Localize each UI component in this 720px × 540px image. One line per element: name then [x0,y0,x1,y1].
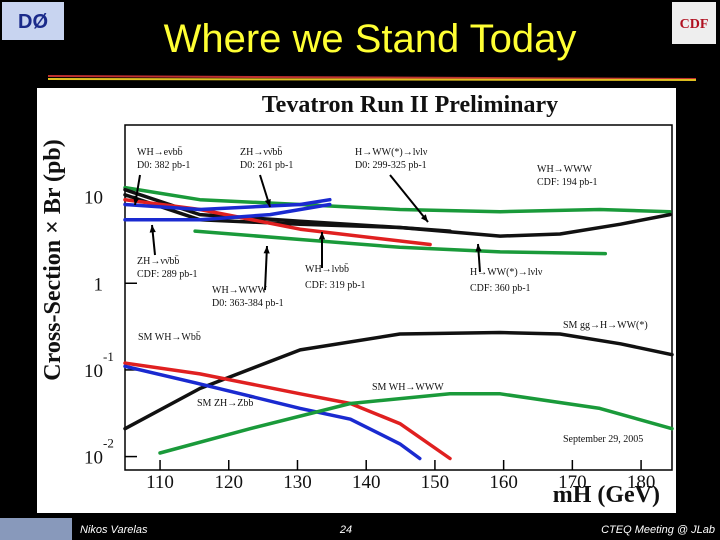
annotation: CDF: 360 pb-1 [470,283,531,294]
logo-left-box [2,2,64,40]
annotation: September 29, 2005 [563,434,643,445]
plot-image [37,88,676,513]
title-rule [47,75,697,80]
annotation: D0: 299-325 pb-1 [355,160,427,171]
annotation: D0: 363-384 pb-1 [212,298,284,309]
series-line [123,197,432,247]
logo-right: CDF [680,17,709,32]
annotation: ZH→νν̄bb̄ [137,255,179,267]
annotation: H→WW(*)→lνlν [355,147,428,158]
annotation: CDF: 319 pb-1 [305,280,366,291]
series-line [123,361,452,461]
series-line [123,193,452,233]
slide-title: Where we Stand Today [164,17,577,61]
series-line [123,330,674,431]
annotation: CDF: 194 pb-1 [537,177,598,188]
x-tick-label: 130 [283,472,312,493]
x-tick-label: 110 [146,472,174,493]
annotation: CDF: 289 pb-1 [137,269,198,280]
x-tick-label: 140 [352,472,381,493]
annotation: D0: 382 pb-1 [137,160,190,171]
x-axis-label: mH (GeV) [553,482,660,508]
x-tick-label: 120 [215,472,244,493]
y-tick-exponent: -2 [103,436,114,451]
annotation: D0: 261 pb-1 [240,160,293,171]
annotation: SM WH→WWW [372,382,444,393]
title-rule [47,78,697,81]
y-axis-label: Cross-Section × Br (pb) [40,139,66,380]
y-tick-label: 10 [84,361,103,382]
y-tick-label: 10 [84,188,103,209]
annotation: SM ZH→Zbb̄ [197,397,253,409]
annotation: SM WH→Wbb̄ [138,331,201,343]
footer-left: Nikos Varelas [80,524,148,536]
annotation: WH→WWW [212,285,268,296]
footer-center: 24 [339,524,352,536]
annotation: ZH→νν̄bb̄ [240,146,282,158]
logo-left: DØ [18,11,48,33]
arrow-head [475,244,482,252]
series-line [123,202,332,222]
x-tick-label: 180 [627,472,656,493]
x-tick-label: 160 [489,472,518,493]
series-line [123,364,422,461]
plot-frame [124,124,673,471]
logo-right-box [672,2,716,44]
arrow-head [263,246,270,254]
annotation: WH→lνbb̄ [305,263,349,275]
x-tick-label: 170 [558,472,587,493]
chart-title: Tevatron Run II Preliminary [262,92,558,118]
series-line [123,185,672,214]
logo-footer [0,518,72,540]
annotation: SM gg→H→WW(*) [563,320,648,331]
arrow-head [133,197,140,205]
arrow-head [318,232,326,240]
arrow-head [264,199,271,207]
annotation: WH→WWW [537,164,593,175]
footer-right: CTEQ Meeting @ JLab [601,524,715,536]
x-tick-label: 150 [421,472,450,493]
arrow-head [420,214,428,222]
y-tick-exponent: -1 [103,349,114,364]
series-line [158,392,674,455]
annotation: WH→eνbb̄ [137,146,183,158]
arrow [389,174,429,223]
chart: Tevatron Run II Preliminary Cross-Section… [40,92,674,508]
y-tick-label: 10 [84,448,103,469]
y-tick-label: 1 [94,274,104,295]
series-line [123,197,332,212]
annotation: H→WW(*)→lνlν [470,267,543,278]
series-line [193,229,608,256]
arrow-head [149,225,156,233]
